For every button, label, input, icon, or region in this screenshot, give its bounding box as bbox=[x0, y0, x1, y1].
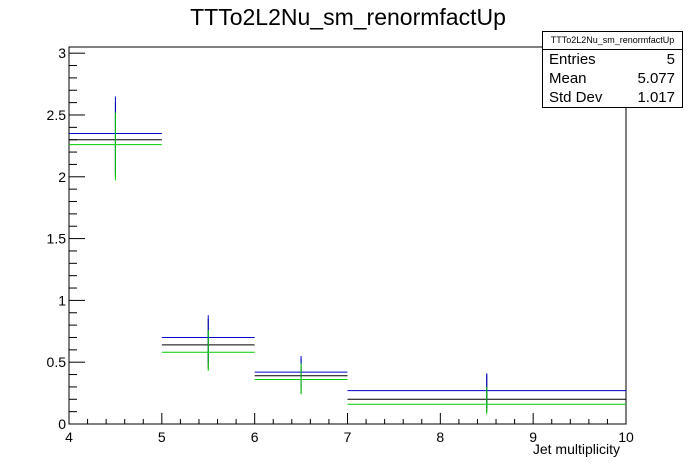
series-2 bbox=[69, 112, 626, 415]
stats-value: 5.077 bbox=[637, 70, 675, 87]
stats-row-mean: Mean 5.077 bbox=[543, 69, 682, 88]
x-tick-label: 8 bbox=[436, 429, 444, 445]
stats-box: TTTo2L2Nu_sm_renormfactUp Entries 5 Mean… bbox=[542, 31, 683, 108]
y-tick-label: 2.5 bbox=[47, 107, 67, 123]
stats-value: 1.017 bbox=[637, 89, 675, 106]
chart-title: TTTo2L2Nu_sm_renormfactUp bbox=[190, 4, 506, 30]
x-tick-label: 9 bbox=[529, 429, 537, 445]
axis-ticks: 4 5 6 7 8 9 10 0 0.5 1 1.5 2 2.5 3 bbox=[47, 45, 634, 445]
stats-label: Entries bbox=[549, 51, 596, 68]
x-tick-label: 6 bbox=[251, 429, 259, 445]
y-tick-label: 2 bbox=[58, 169, 66, 185]
x-tick-label: 5 bbox=[158, 429, 166, 445]
x-tick-label: 4 bbox=[65, 429, 73, 445]
y-tick-label: 3 bbox=[58, 45, 66, 61]
x-tick-label: 10 bbox=[618, 429, 634, 445]
x-tick-label: 7 bbox=[344, 429, 352, 445]
x-axis-label: Jet multiplicity bbox=[532, 441, 620, 457]
y-tick-label: 0.5 bbox=[47, 354, 67, 370]
y-tick-label: 1.5 bbox=[47, 231, 67, 247]
stats-value: 5 bbox=[666, 51, 675, 68]
stats-row-entries: Entries 5 bbox=[543, 50, 682, 69]
series-0 bbox=[69, 102, 626, 412]
y-tick-label: 1 bbox=[58, 292, 66, 308]
series-group bbox=[69, 96, 626, 415]
stats-row-stddev: Std Dev 1.017 bbox=[543, 88, 682, 107]
stats-box-title: TTTo2L2Nu_sm_renormfactUp bbox=[543, 32, 682, 50]
stats-label: Std Dev bbox=[549, 89, 603, 106]
stats-label: Mean bbox=[549, 70, 587, 87]
y-tick-label: 0 bbox=[58, 416, 66, 432]
series-1 bbox=[69, 96, 626, 408]
